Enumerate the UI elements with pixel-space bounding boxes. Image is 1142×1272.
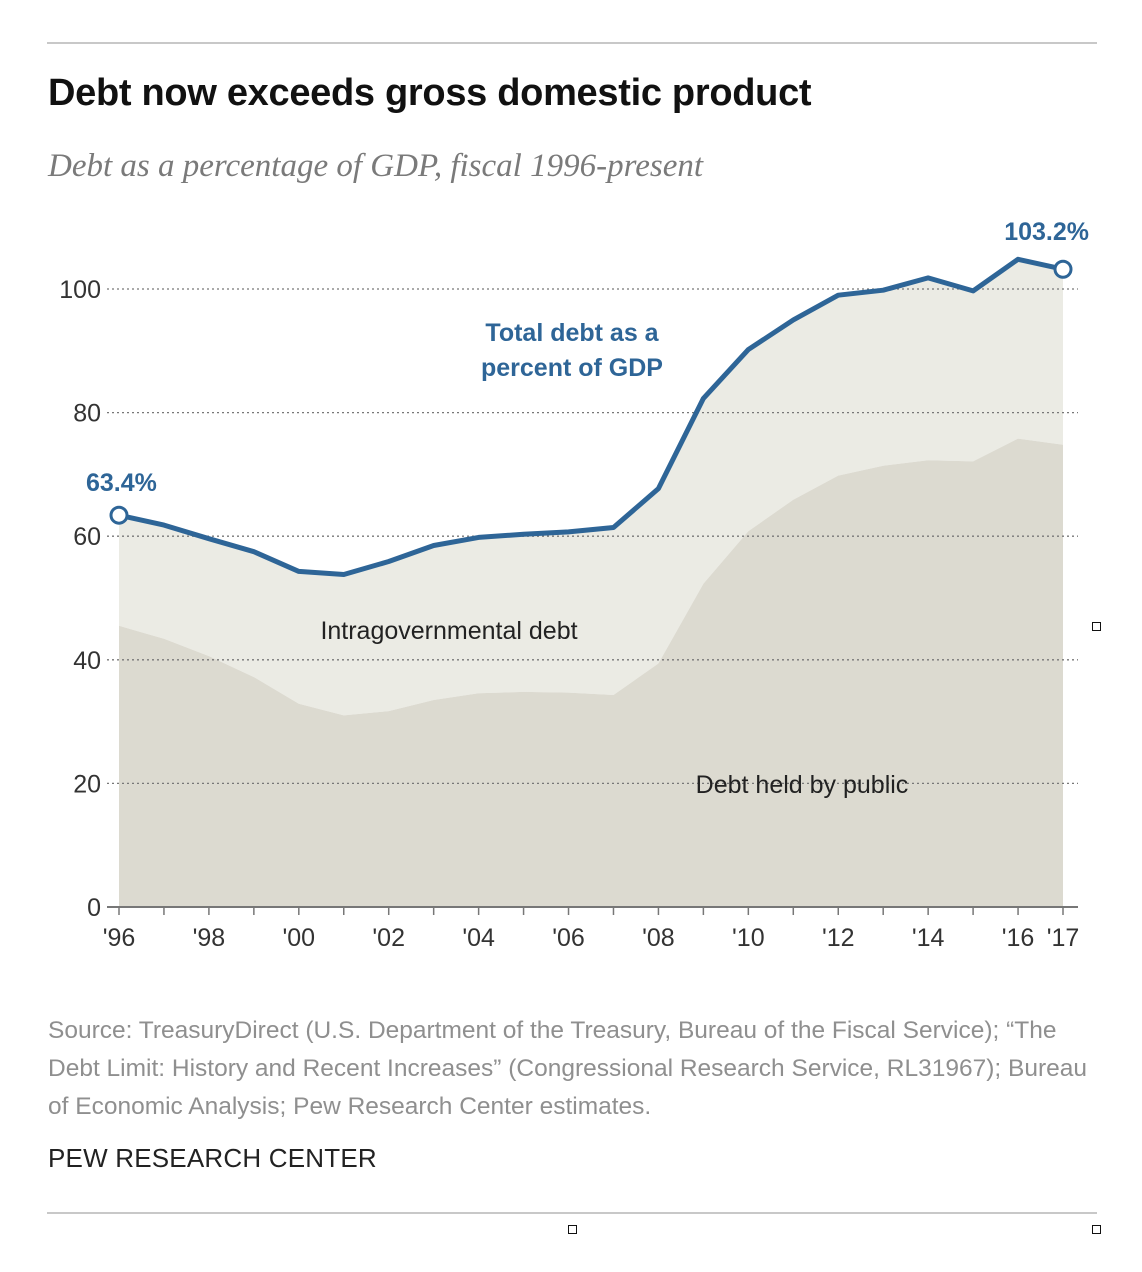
x-tick-label-2014: '14 [912,924,945,952]
y-tick-label-20: 20 [73,770,101,798]
x-tick-label-2004: '04 [462,924,495,952]
start-point-marker [109,505,129,525]
total-debt-label-line-2: percent of GDP [481,354,663,382]
x-tick-label-1998: '98 [193,924,226,952]
resize-handle-right[interactable] [1092,622,1101,631]
x-tick-label-1996: '96 [103,924,136,952]
intragovernmental-debt-area [119,259,1063,716]
x-tick-label-2000: '00 [283,924,316,952]
total-debt-label-line-1: Total debt as a [485,319,659,347]
x-tick-label-2006: '06 [552,924,585,952]
annotation-end-value: 103.2% [1004,218,1089,246]
resize-handle-bottom-right[interactable] [1092,1225,1101,1234]
brand-label: PEW RESEARCH CENTER [48,1143,377,1173]
resize-handle-bottom[interactable] [568,1225,577,1234]
end-point-marker [1053,259,1073,279]
total-debt-line [116,256,1066,577]
x-tick-label-2008: '08 [642,924,675,952]
x-tick-label-2016: '16 [1002,924,1035,952]
bottom-rule [47,1212,1097,1214]
y-tick-label-0: 0 [87,894,101,922]
x-tick-label-2002: '02 [372,924,405,952]
intragovernmental-debt-label: Intragovernmental debt [320,617,577,645]
y-tick-label-60: 60 [73,523,101,551]
source-note: Source: TreasuryDirect (U.S. Department … [48,1017,1088,1120]
x-tick-label-2012: '12 [822,924,855,952]
debt-held-by-public-label: Debt held by public [696,771,909,799]
y-tick-label-80: 80 [73,400,101,428]
debt-held-by-public-area [119,438,1063,907]
x-tick-label-2017: '17 [1047,924,1080,952]
x-tick-label-2010: '10 [732,924,765,952]
y-tick-label-100: 100 [59,276,101,304]
chart-title: Debt now exceeds gross domestic product [48,72,812,114]
y-tick-label-40: 40 [73,647,101,675]
chart-subtitle: Debt as a percentage of GDP, fiscal 1996… [48,148,704,184]
top-rule [47,42,1097,44]
annotation-start-value: 63.4% [86,469,157,497]
debt-chart: 0 20 40 60 80 100 '96 '98 '00 '02 '04 '06 '08 '10 '12 '… [59,218,1089,952]
